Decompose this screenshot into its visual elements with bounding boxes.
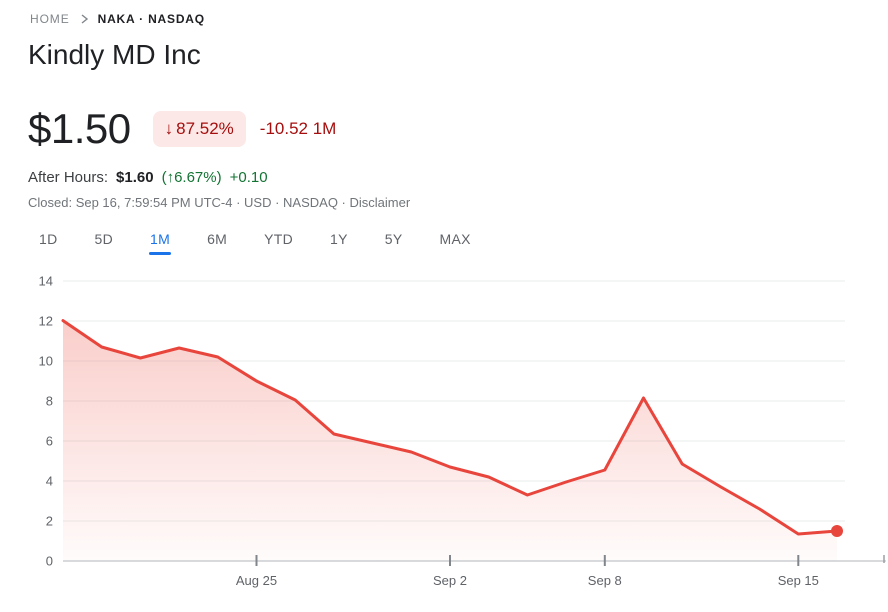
breadcrumb-home-link[interactable]: HOME <box>30 12 70 26</box>
price-line <box>61 319 839 536</box>
page-title: Kindly MD Inc <box>28 39 201 70</box>
y-axis-label: 12 <box>39 314 53 329</box>
y-axis-label: 2 <box>46 514 53 529</box>
y-axis-label: 14 <box>39 274 53 289</box>
tab-5y[interactable]: 5Y <box>384 231 403 247</box>
after-hours-row: After Hours: $1.60 (↑6.67%) +0.10 <box>28 169 888 186</box>
x-axis-label: Sep 2 <box>433 573 467 588</box>
y-axis-label: 6 <box>46 434 53 449</box>
tab-ytd[interactable]: YTD <box>264 231 294 247</box>
x-axis-label: Sep 15 <box>778 573 819 588</box>
tab-max[interactable]: MAX <box>439 231 471 247</box>
current-price: $1.50 <box>28 105 131 152</box>
y-axis-label: 0 <box>46 554 53 569</box>
y-axis-label: 8 <box>46 394 53 409</box>
change-percent-badge: ↓ 87.52% <box>152 111 246 147</box>
market-status-row: Closed: Sep 16, 7:59:54 PM UTC-4 · USD ·… <box>28 195 888 210</box>
price-chart-svg: 0 2 4 6 8 10 12 14 Aug 25 Sep 2 Sep 8 Sep 15 <box>39 274 886 588</box>
after-hours-percent-change: (↑6.67%) <box>161 169 222 186</box>
change-percent-value: 87.52% <box>176 119 234 138</box>
after-hours-price: $1.60 <box>116 169 154 186</box>
tab-1d[interactable]: 1D <box>39 231 58 247</box>
quote-header: $1.50 ↓ 87.52% -10.52 1M <box>28 105 888 153</box>
tab-1m[interactable]: 1M <box>148 229 172 255</box>
x-axis-label: Sep 8 <box>588 573 622 588</box>
market-status-text: Closed: Sep 16, 7:59:54 PM UTC-4 · USD ·… <box>28 195 346 210</box>
breadcrumb: HOME NAKA · NASDAQ <box>30 12 888 26</box>
breadcrumb-symbol: NAKA · NASDAQ <box>97 12 205 26</box>
change-value: -10.52 1M <box>259 119 337 138</box>
tab-1y[interactable]: 1Y <box>330 231 348 247</box>
last-price-dot <box>831 525 843 537</box>
down-arrow-icon: ↓ <box>164 119 174 138</box>
after-hours-change-value: +0.10 <box>229 169 268 186</box>
time-range-tabs: 1D 5D 1M 6M YTD 1Y 5Y MAX <box>39 227 888 257</box>
disclaimer-link[interactable]: Disclaimer <box>349 195 411 210</box>
after-hours-label: After Hours: <box>28 169 109 186</box>
y-axis-label: 10 <box>39 354 53 369</box>
y-axis-label: 4 <box>46 474 53 489</box>
chevron-right-icon <box>79 14 89 24</box>
area-fill <box>63 320 837 561</box>
tab-5d[interactable]: 5D <box>94 231 113 247</box>
x-axis-label: Aug 25 <box>236 573 277 588</box>
tab-6m[interactable]: 6M <box>207 231 228 247</box>
price-chart[interactable]: 0 2 4 6 8 10 12 14 Aug 25 Sep 2 Sep 8 Sep 15 <box>0 265 888 612</box>
